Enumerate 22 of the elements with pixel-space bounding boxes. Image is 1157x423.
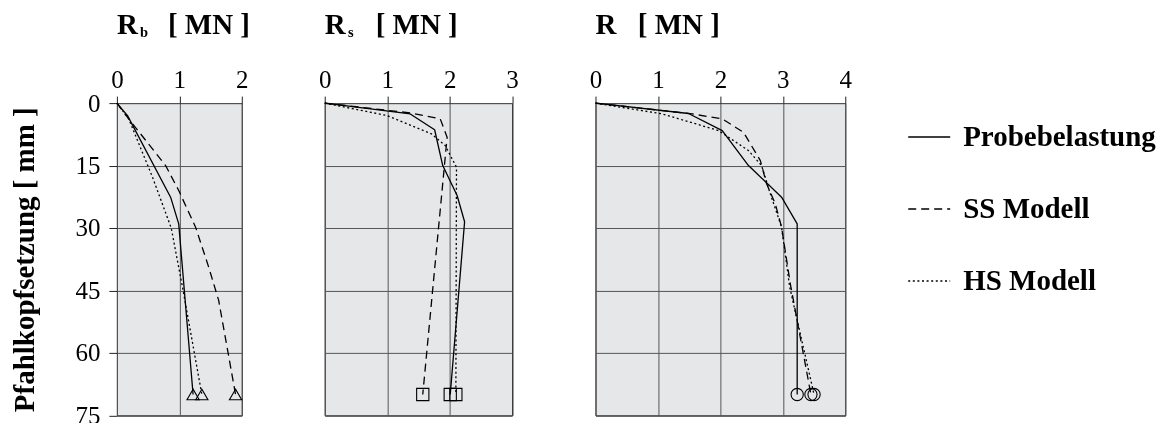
x-tick-label: 3: [506, 65, 519, 93]
y-tick-label: 15: [75, 152, 101, 180]
x-tick-label: 3: [777, 65, 790, 93]
x-tick-label: 0: [111, 65, 124, 93]
legend-label: HS Modell: [963, 263, 1096, 296]
y-axis-title: Pfahlkopfsetzung [ mm ]: [8, 107, 41, 413]
legend-label: SS Modell: [963, 192, 1090, 224]
y-tick-label: 45: [75, 276, 101, 304]
y-tick-label: 60: [75, 339, 101, 367]
legend-label: Probebelastung: [963, 120, 1157, 153]
x-tick-label: 4: [839, 65, 853, 93]
x-tick-label: 1: [652, 65, 665, 93]
x-tick-label: 2: [236, 65, 249, 93]
x-tick-label: 1: [173, 65, 187, 93]
x-tick-label: 0: [318, 65, 332, 93]
y-tick-label: 0: [87, 89, 101, 117]
x-tick-label: 0: [589, 65, 603, 93]
y-tick-label: 30: [75, 214, 101, 242]
x-tick-label: 2: [443, 65, 457, 93]
x-axis-title: R [ MN ]: [595, 8, 720, 41]
x-tick-label: 2: [714, 65, 728, 93]
x-tick-label: 1: [381, 65, 394, 93]
